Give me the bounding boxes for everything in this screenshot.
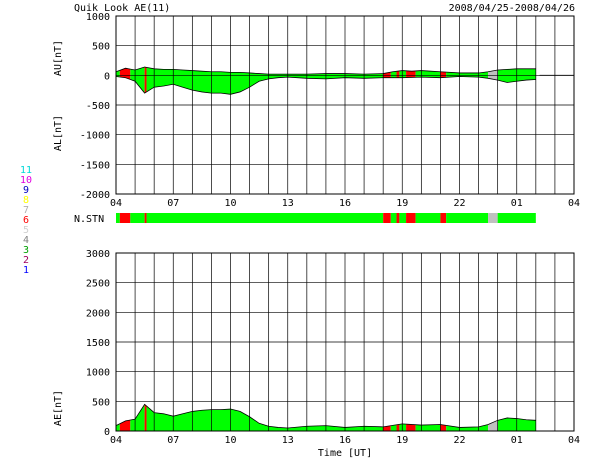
nstn-segment (383, 213, 391, 223)
ae-frame (115, 252, 575, 432)
ae-panel: 3000 2500 2000 1500 1000 500 0 04 07 10 13 16 19 22 0… (53, 249, 580, 459)
y-tick-label: 1500 (86, 338, 110, 349)
au-series-segment (119, 67, 131, 76)
station-count-bar (116, 213, 536, 223)
nstn-segment (497, 213, 536, 223)
y-tick-label: -500 (86, 101, 110, 112)
x-tick-label: 16 (339, 435, 351, 446)
legend-entry: 7 (23, 205, 29, 216)
x-tick-label: 04 (568, 198, 580, 209)
x-tick-label: 01 (511, 435, 523, 446)
al-series-line (115, 76, 536, 95)
nstn-segment (406, 213, 416, 223)
legend-entry: 11 (20, 165, 32, 176)
x-tick-label: 13 (282, 435, 294, 446)
ae-series-segment (144, 404, 147, 431)
legend-entry: 5 (23, 225, 29, 236)
au-series-segment (399, 67, 407, 76)
ae-axis-label: AE[nT] (53, 390, 64, 426)
al-axis-label: AL[nT] (53, 115, 64, 151)
nstn-segment (119, 213, 131, 223)
au-axis-label: AU[nT] (53, 40, 64, 76)
x-tick-label: 07 (167, 435, 179, 446)
y-tick-label: -1500 (80, 160, 110, 171)
nstn-segment (146, 213, 384, 223)
ae-series-line (115, 403, 536, 429)
nstn-segment (415, 213, 441, 223)
nstn-segment (390, 213, 397, 223)
nstn-segment (130, 213, 145, 223)
au-series-segment (144, 67, 147, 76)
time-axis-label: Time [UT] (318, 448, 372, 459)
nstn-label: N.STN (74, 214, 104, 225)
y-tick-label: 2500 (86, 279, 110, 290)
legend-entry: 2 (23, 255, 29, 266)
x-tick-label: 10 (224, 435, 236, 446)
y-tick-label: 1000 (86, 368, 110, 379)
y-tick-label: 500 (92, 397, 110, 408)
legend-entry: 1 (23, 265, 29, 276)
y-tick-label: -1000 (80, 131, 110, 142)
y-tick-label: 0 (104, 427, 110, 438)
nstn-segment (446, 213, 489, 223)
legend-entry: 3 (23, 245, 29, 256)
y-tick-label: 0 (104, 71, 110, 82)
nstn-segment (396, 213, 400, 223)
nstn-segment (440, 213, 447, 223)
x-tick-label: 19 (396, 198, 408, 209)
au-al-frame (115, 15, 575, 195)
y-tick-label: 2000 (86, 308, 110, 319)
x-tick-label: 22 (453, 435, 465, 446)
nstn-segment (488, 213, 498, 223)
x-tick-label: 10 (224, 198, 236, 209)
x-tick-label: 07 (167, 198, 179, 209)
y-tick-label: 1000 (86, 12, 110, 23)
x-tick-label: 04 (110, 198, 122, 209)
au-series-segment (130, 67, 145, 76)
x-tick-label: 22 (453, 198, 465, 209)
legend-entry: 4 (23, 235, 29, 246)
x-tick-label: 01 (511, 198, 523, 209)
x-tick-label: 16 (339, 198, 351, 209)
date-range-label: 2008/04/25-2008/04/26 (449, 3, 575, 14)
y-tick-label: 3000 (86, 249, 110, 260)
x-tick-label: 04 (568, 435, 580, 446)
nstn-segment (144, 213, 147, 223)
legend-entry: 8 (23, 195, 29, 206)
nstn-segment (399, 213, 407, 223)
chart-title: Quik Look AE(11) (74, 3, 170, 14)
y-tick-label: 500 (92, 42, 110, 53)
legend-entry: 6 (23, 215, 29, 226)
x-tick-label: 13 (282, 198, 294, 209)
nstn-segment (116, 213, 120, 223)
x-tick-label: 04 (110, 435, 122, 446)
legend-entry: 9 (23, 185, 29, 196)
x-tick-label: 19 (396, 435, 408, 446)
au-al-panel: 1000 500 0 -500 -1000 -1500 -2000 04 07 10 13 16 19… (53, 12, 580, 209)
legend-entry: 10 (20, 175, 32, 186)
y-tick-label: -2000 (80, 190, 110, 201)
al-series-segment (144, 75, 147, 95)
